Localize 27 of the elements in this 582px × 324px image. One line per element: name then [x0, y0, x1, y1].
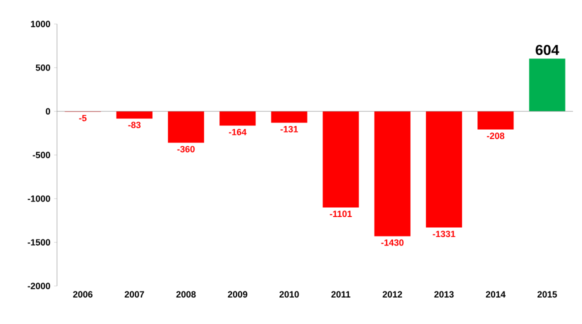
x-tick-label: 2006 — [73, 291, 92, 298]
data-label: -208 — [486, 132, 504, 140]
x-tick-label: 2014 — [486, 291, 506, 298]
x-tick-label: 2011 — [331, 291, 350, 298]
y-tick-label: -2000 — [28, 282, 50, 290]
x-tick-label: 2007 — [124, 291, 144, 298]
y-tick-label: -500 — [32, 152, 50, 158]
data-label: -1430 — [381, 239, 404, 246]
y-tick-label: -1500 — [28, 239, 50, 246]
data-label: -1331 — [432, 230, 456, 238]
x-tick-label: 2015 — [538, 291, 557, 298]
y-tick-label: -1000 — [28, 195, 50, 202]
data-label: -360 — [177, 146, 195, 152]
x-tick-label: 2009 — [228, 291, 248, 298]
x-tick-label: 2008 — [176, 291, 196, 298]
x-tick-label: 2012 — [382, 291, 402, 298]
data-label: -164 — [228, 128, 247, 136]
data-label: -1101 — [330, 210, 352, 218]
x-tick-label: 2010 — [280, 291, 299, 298]
x-tick-label: 2013 — [434, 291, 454, 298]
y-tick-label: 500 — [36, 64, 50, 71]
y-tick-label: 0 — [46, 108, 50, 115]
data-label: 604 — [536, 44, 560, 56]
data-label: -131 — [280, 126, 298, 132]
y-tick-label: 1000 — [31, 20, 50, 28]
data-label: -83 — [128, 122, 141, 128]
data-label: -5 — [79, 114, 87, 122]
